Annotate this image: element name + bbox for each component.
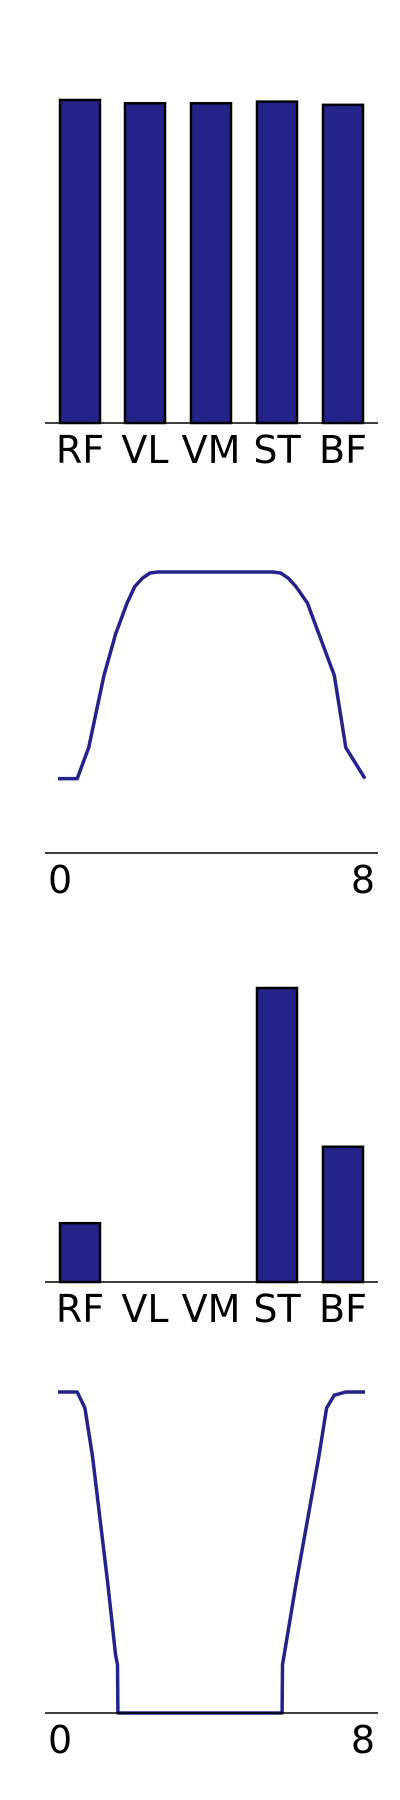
tick-label-vl: VL [121, 428, 168, 472]
bar-st [255, 986, 299, 1284]
tick-label-bf: BF [319, 1287, 367, 1331]
tick-label-end: 8 [351, 858, 375, 902]
tick-label-bf: BF [319, 428, 367, 472]
tick-label-end: 8 [351, 1718, 375, 1762]
series-line-0 [58, 1390, 365, 1715]
bar-st [255, 100, 299, 425]
bar-chart-top: RF VL VM ST BF [45, 98, 378, 472]
tick-label-st: ST [253, 428, 301, 472]
tick-label-vl: VL [121, 1287, 168, 1331]
bar-vl [123, 101, 167, 425]
bar-rf [58, 1221, 102, 1284]
tick-label-vm: VM [182, 428, 241, 472]
bar-chart-bottom: RF VL VM ST BF [45, 986, 378, 1331]
series-line-0 [58, 570, 367, 781]
tick-label-vm: VM [182, 1287, 241, 1331]
tick-label-rf: RF [56, 1287, 104, 1331]
bar-bf [321, 1145, 365, 1284]
bar-bf [321, 103, 365, 425]
tick-label-start: 0 [48, 1718, 72, 1762]
bar-rf [58, 98, 102, 425]
tick-label-rf: RF [56, 428, 104, 472]
tick-label-st: ST [253, 1287, 301, 1331]
tick-label-start: 0 [48, 858, 72, 902]
bar-vm [189, 101, 233, 425]
